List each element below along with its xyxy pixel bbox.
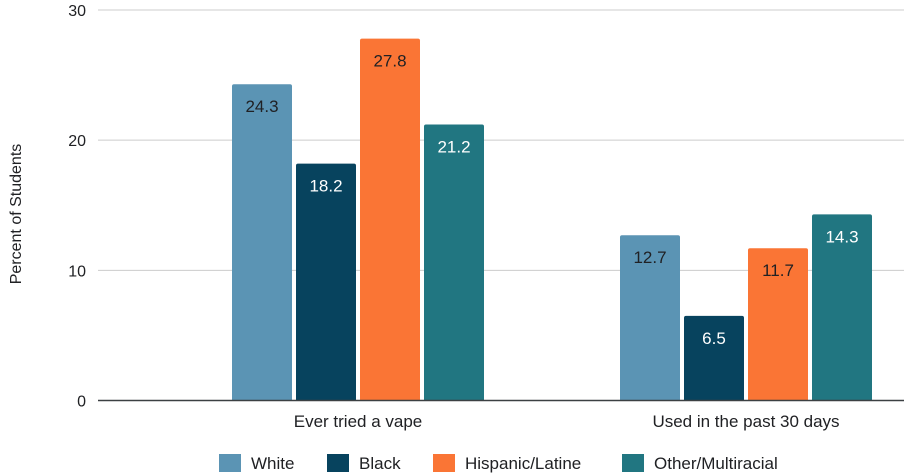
bar-other-multiracial-used-in-the-past-30-days — [812, 214, 872, 401]
y-tick-label: 10 — [68, 263, 86, 280]
gridlines — [98, 9, 904, 271]
y-tick-label: 30 — [68, 3, 86, 20]
legend-swatch-black — [327, 454, 349, 472]
bar-black-used-in-the-past-30-days — [684, 315, 744, 401]
x-category-label: Ever tried a vape — [294, 412, 423, 431]
data-label: 6.5 — [702, 329, 726, 348]
data-label: 27.8 — [373, 52, 406, 71]
legend-label-white: White — [251, 454, 294, 473]
data-label: 21.2 — [437, 138, 470, 157]
y-tick-label: 0 — [77, 394, 86, 411]
legend-label-hispanic-latine: Hispanic/Latine — [465, 454, 581, 473]
data-label: 18.2 — [309, 177, 342, 196]
bar-white-used-in-the-past-30-days — [620, 235, 680, 401]
bars — [232, 38, 872, 401]
y-axis-title: Percent of Students — [8, 144, 25, 285]
x-category-label: Used in the past 30 days — [652, 412, 839, 431]
legend-swatch-hispanic-latine — [433, 454, 455, 472]
bar-hispanic-latine-ever-tried-a-vape — [360, 38, 420, 401]
legend-swatch-other-multiracial — [622, 454, 644, 472]
legend-swatch-white — [219, 454, 241, 472]
data-label: 11.7 — [762, 261, 794, 280]
legend-label-other-multiracial: Other/Multiracial — [654, 454, 778, 473]
data-label: 12.7 — [633, 248, 666, 267]
bar-hispanic-latine-used-in-the-past-30-days — [748, 248, 808, 401]
data-label: 14.3 — [825, 227, 858, 246]
bar-other-multiracial-ever-tried-a-vape — [424, 124, 484, 401]
x-axis-categories: Ever tried a vape Used in the past 30 day… — [294, 412, 840, 431]
data-labels: 24.3 18.2 27.8 21.2 12.7 6.5 11.7 14.3 — [245, 52, 858, 348]
y-axis-ticks: 0 10 20 30 — [68, 3, 86, 411]
data-label: 24.3 — [245, 97, 278, 116]
bar-white-ever-tried-a-vape — [232, 84, 292, 401]
legend-label-black: Black — [359, 454, 401, 473]
bar-black-ever-tried-a-vape — [296, 163, 356, 401]
y-tick-label: 20 — [68, 133, 86, 150]
legend: White Black Hispanic/Latine Other/Multiraci… — [219, 454, 778, 473]
